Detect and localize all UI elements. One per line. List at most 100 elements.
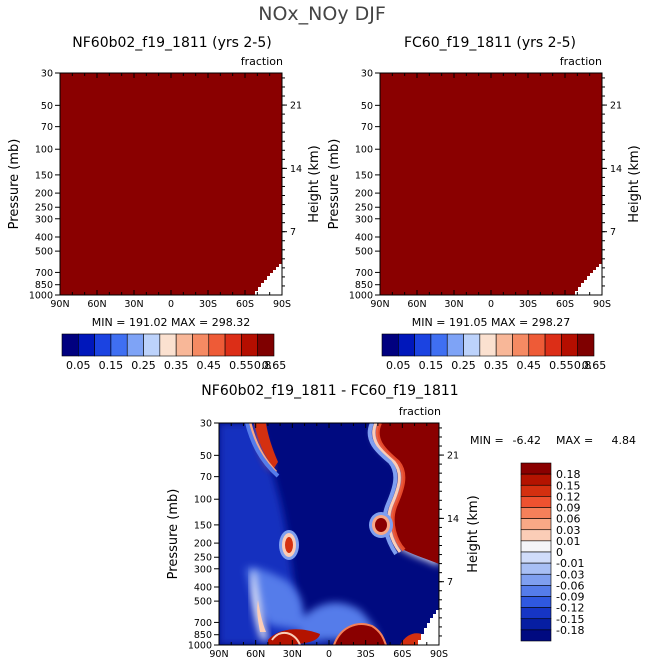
diff-colorbar-box bbox=[520, 551, 552, 564]
left-xtick-label: 30S bbox=[199, 299, 217, 310]
right-ytick-label: 250 bbox=[355, 203, 373, 214]
diff-colorbar-label: 0 bbox=[556, 546, 563, 559]
left-xtick-label: 90S bbox=[273, 299, 291, 310]
diff-xtick-label: 60S bbox=[393, 649, 411, 660]
diff-max-label: MAX = bbox=[556, 434, 593, 447]
diff-ytick-right-label: 21 bbox=[447, 451, 459, 462]
left-colorbar-label: 0.55 bbox=[229, 359, 254, 372]
right-ytick-label: 300 bbox=[355, 214, 373, 225]
diff-units-label: fraction bbox=[399, 405, 441, 418]
diff-max-value: 4.84 bbox=[612, 434, 637, 447]
left-colorbar: 0.05 0.15 0.25 0.35 0.45 0.55 0.650.8 bbox=[61, 333, 286, 372]
right-ytick-label: 700 bbox=[355, 268, 373, 279]
diff-colorbar-box bbox=[520, 518, 552, 531]
left-colorbar-label: 0.15 bbox=[99, 359, 124, 372]
right-colorbar-box bbox=[414, 333, 432, 357]
diff-colorbar-box bbox=[520, 484, 552, 497]
left-colorbar-label: 0.45 bbox=[197, 359, 222, 372]
left-colorbar-box bbox=[61, 333, 79, 357]
diff-colorbar-box bbox=[520, 596, 552, 608]
right-ytick-label: 400 bbox=[355, 232, 373, 243]
diff-xtick-label: 90N bbox=[209, 649, 228, 660]
right-ytick-label: 850 bbox=[355, 280, 373, 291]
left-ytick-label: 300 bbox=[35, 214, 53, 225]
right-axis-ticks: 90N 60N 30N 0 30S 60S 90S 30 50 70 100 150 200 250300… bbox=[349, 69, 622, 311]
left-ytick-right-label: 7 bbox=[290, 227, 296, 238]
left-xtick-label: 60S bbox=[236, 299, 254, 310]
diff-colorbar-label: -0.09 bbox=[556, 591, 584, 604]
right-missing-data bbox=[575, 264, 602, 295]
right-colorbar-box bbox=[463, 333, 481, 357]
diff-colorbar-label: -0.03 bbox=[556, 568, 584, 581]
diff-colorbar-box bbox=[520, 562, 552, 575]
left-colorbar-box bbox=[159, 333, 177, 357]
diff-colorbar-box bbox=[520, 573, 552, 586]
left-xtick-label: 60N bbox=[87, 299, 106, 310]
left-colorbar-box bbox=[208, 333, 226, 357]
diff-positive-region bbox=[377, 423, 439, 564]
left-ytick-label: 1000 bbox=[29, 291, 53, 302]
left-colorbar-label: 0.25 bbox=[131, 359, 156, 372]
left-ytick-label: 200 bbox=[35, 189, 53, 200]
right-units-label: fraction bbox=[560, 55, 602, 68]
left-ytick-label: 400 bbox=[35, 232, 53, 243]
diff-xtick-label: 30S bbox=[357, 649, 375, 660]
right-ylabel-right: Height (km) bbox=[627, 145, 642, 222]
diff-ytick-label: 500 bbox=[194, 597, 212, 608]
left-ytick-label: 100 bbox=[35, 145, 53, 156]
diff-colorbar-label: 0.18 bbox=[556, 468, 581, 481]
right-colorbar-box bbox=[512, 333, 530, 357]
right-colorbar-box bbox=[561, 333, 578, 357]
right-ytick-right-label: 7 bbox=[610, 227, 616, 238]
diff-ytick-label: 1000 bbox=[188, 641, 212, 652]
diff-colorbar-label: -0.12 bbox=[556, 602, 584, 615]
left-colorbar-label: 0.8 bbox=[254, 359, 272, 372]
right-colorbar-box bbox=[495, 333, 513, 357]
left-colorbar-label: 0.35 bbox=[164, 359, 189, 372]
right-colorbar-label: 0.35 bbox=[484, 359, 509, 372]
left-colorbar-box bbox=[78, 333, 95, 357]
diff-xtick-label: 0 bbox=[326, 649, 332, 660]
diff-colorbar-label: 0.12 bbox=[556, 490, 581, 503]
diff-ytick-label: 300 bbox=[194, 564, 212, 575]
panel-right: FC60_f19_1811 (yrs 2-5) fraction 90N 60N 3… bbox=[327, 35, 642, 372]
right-ytick-right-label: 14 bbox=[610, 164, 622, 175]
left-units-label: fraction bbox=[241, 55, 283, 68]
right-colorbar-box bbox=[381, 333, 399, 357]
left-minmax: MIN = 191.02 MAX = 298.32 bbox=[92, 316, 250, 329]
left-colorbar-box bbox=[126, 333, 144, 357]
left-ytick-label: 700 bbox=[35, 268, 53, 279]
diff-ytick-right-label: 14 bbox=[447, 514, 459, 525]
right-colorbar: 0.05 0.15 0.25 0.35 0.45 0.55 0.650.8 bbox=[381, 333, 607, 372]
left-colorbar-box bbox=[143, 333, 161, 357]
diff-xtick-label: 30N bbox=[283, 649, 302, 660]
diff-ylabel-right: Height (km) bbox=[466, 495, 481, 572]
right-xtick-label: 0 bbox=[488, 299, 494, 310]
right-ytick-label: 70 bbox=[361, 122, 373, 133]
right-ytick-label: 200 bbox=[355, 189, 373, 200]
right-colorbar-label: 0.15 bbox=[419, 359, 444, 372]
left-panel-title: NF60b02_f19_1811 (yrs 2-5) bbox=[72, 35, 271, 51]
right-ylabel: Pressure (mb) bbox=[327, 139, 342, 230]
left-xtick-label: 0 bbox=[168, 299, 174, 310]
right-colorbar-label: 0.05 bbox=[386, 359, 411, 372]
left-ytick-label: 50 bbox=[41, 101, 53, 112]
left-ylabel: Pressure (mb) bbox=[7, 139, 22, 230]
diff-colorbar-label: 0.01 bbox=[556, 535, 581, 548]
diff-ytick-label: 250 bbox=[194, 553, 212, 564]
right-colorbar-box bbox=[544, 333, 562, 357]
diff-ytick-label: 400 bbox=[194, 582, 212, 593]
left-colorbar-box bbox=[175, 333, 193, 357]
page-title: NOx_NOy DJF bbox=[258, 3, 386, 25]
diff-colorbar-label: -0.06 bbox=[556, 579, 584, 592]
left-ytick-label: 500 bbox=[35, 247, 53, 258]
diff-ytick-right-label: 7 bbox=[447, 577, 453, 588]
left-ytick-label: 250 bbox=[35, 203, 53, 214]
right-ytick-label: 150 bbox=[355, 170, 373, 181]
diff-colorbar-label: 0.09 bbox=[556, 502, 581, 515]
diff-min-value: -6.42 bbox=[513, 434, 541, 447]
diff-colorbar-label: 0.03 bbox=[556, 524, 581, 537]
left-colorbar-box bbox=[192, 333, 210, 357]
right-xtick-label: 90N bbox=[370, 299, 389, 310]
right-colorbar-label: 0.65 bbox=[582, 359, 607, 372]
